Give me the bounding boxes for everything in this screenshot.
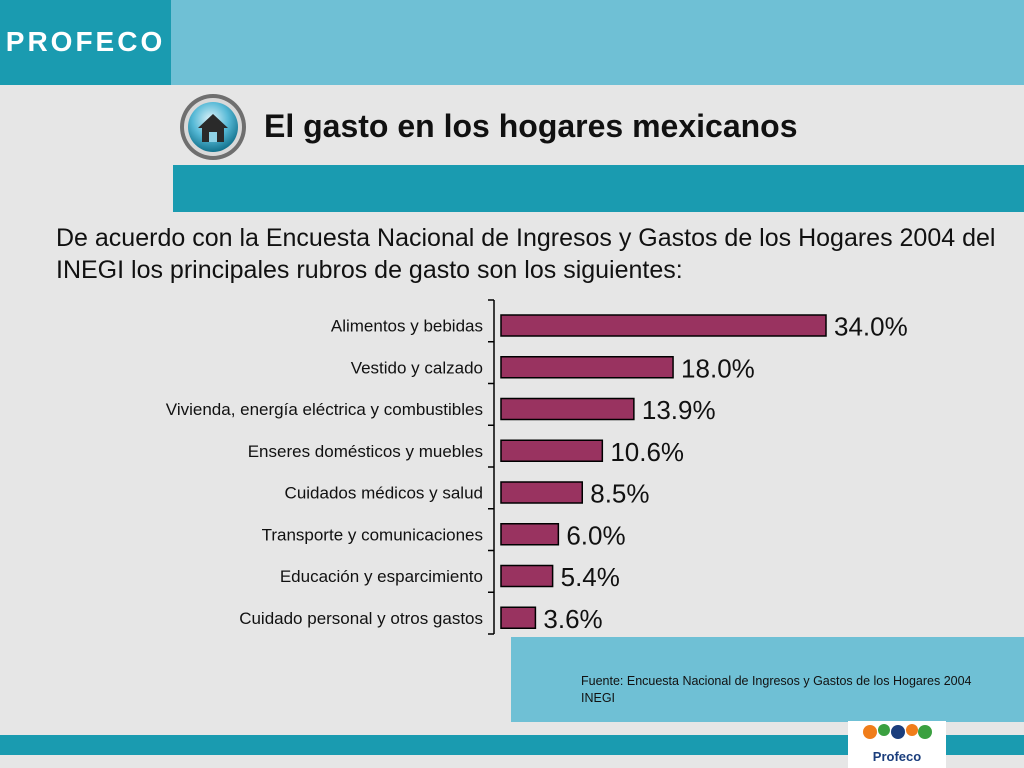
expense-bar-chart: Alimentos y bebidas 34.0% Vestido y calzad… [166, 299, 908, 635]
bar [500, 397, 635, 421]
value-label: 3.6% [543, 604, 602, 634]
bar [500, 439, 604, 462]
brand-box: PROFECO [0, 0, 171, 85]
bar [500, 523, 560, 546]
brand-logo-text: PROFECO [5, 26, 166, 57]
value-label: 6.0% [566, 520, 625, 550]
category-label: Cuidado personal y otros gastos [239, 609, 483, 628]
value-label: 5.4% [561, 562, 620, 592]
source-note: Fuente: Encuesta Nacional de Ingresos y … [581, 674, 972, 705]
value-label: 34.0% [834, 312, 908, 342]
value-label: 10.6% [610, 437, 684, 467]
value-label: 13.9% [642, 395, 716, 425]
page-title: El gasto en los hogares mexicanos [264, 108, 798, 144]
profeco-logo: Profeco [848, 721, 946, 768]
home-icon[interactable] [178, 92, 248, 162]
value-label: 18.0% [681, 353, 755, 383]
bar [500, 481, 583, 504]
bar [500, 356, 674, 379]
category-label: Cuidados médicos y salud [285, 484, 483, 503]
category-label: Transporte y comunicaciones [262, 525, 483, 544]
category-label: Educación y esparcimiento [280, 567, 483, 586]
bar [500, 606, 537, 629]
bottom-bar [0, 735, 1024, 755]
logo-text: Profeco [872, 749, 922, 764]
bar [500, 314, 827, 337]
logo-figures-icon [863, 724, 932, 739]
source-box: Fuente: Encuesta Nacional de Ingresos y … [511, 637, 1024, 722]
category-label: Alimentos y bebidas [331, 317, 483, 336]
category-label: Vestido y calzado [351, 358, 483, 377]
category-label: Vivienda, energía eléctrica y combustibl… [166, 400, 483, 419]
bar [500, 564, 554, 588]
value-label: 8.5% [590, 479, 649, 509]
title-band [173, 165, 1024, 212]
intro-text: De acuerdo con la Encuesta Nacional de I… [56, 224, 996, 284]
category-label: Enseres domésticos y muebles [248, 442, 483, 461]
